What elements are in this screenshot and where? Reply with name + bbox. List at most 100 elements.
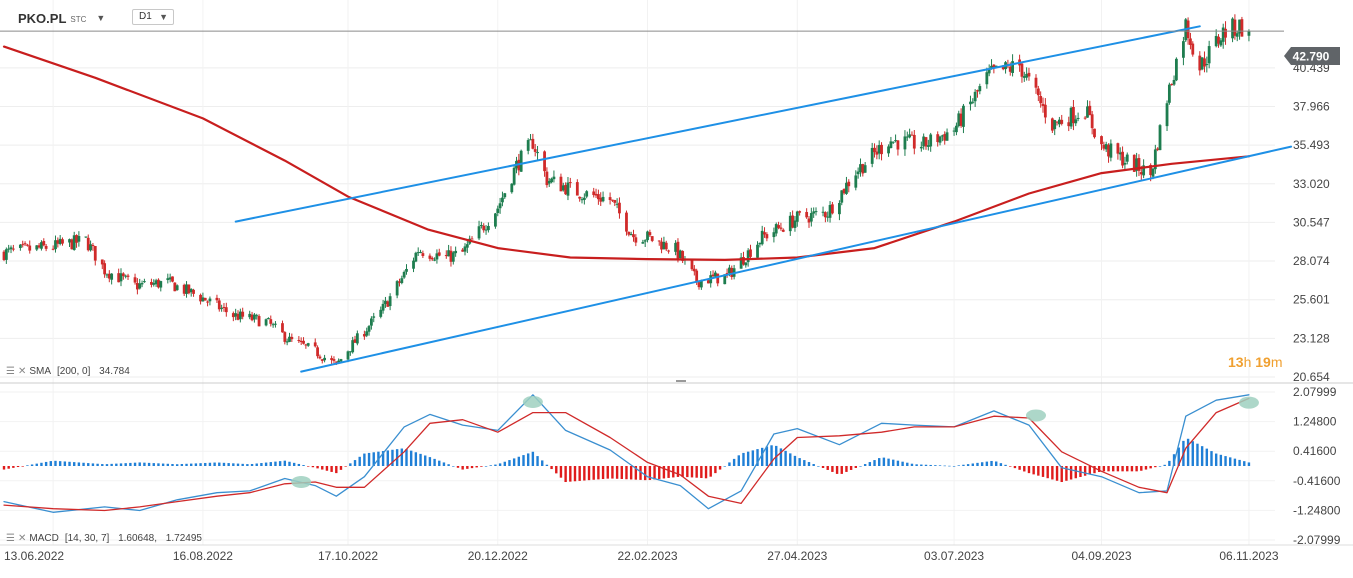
- candle-body: [117, 273, 121, 283]
- candle-body: [1198, 55, 1202, 71]
- candle-body: [58, 238, 62, 245]
- candle-body: [89, 244, 92, 251]
- macd-histogram-bar: [526, 453, 530, 466]
- menu-icon[interactable]: ☰: [6, 366, 15, 377]
- timeframe-dropdown-icon[interactable]: ▼: [159, 12, 168, 22]
- candle-body: [463, 246, 467, 252]
- candle-body: [809, 213, 813, 222]
- macd-histogram-bar: [166, 463, 170, 466]
- candle-body: [828, 205, 832, 218]
- macd-histogram-bar: [311, 466, 315, 468]
- candle-body: [723, 274, 727, 285]
- macd-histogram-bar: [1168, 460, 1171, 466]
- macd-histogram-bar: [863, 464, 867, 466]
- macd-histogram-bar: [494, 464, 497, 466]
- candle-body: [936, 134, 940, 143]
- macd-histogram-bar: [1032, 466, 1035, 475]
- sma-series[interactable]: [2, 45, 1251, 261]
- candle-body: [124, 275, 128, 277]
- macd-histogram-bar: [236, 463, 240, 466]
- symbol-selector[interactable]: PKO.PL STC ▼: [18, 8, 105, 28]
- candle-body: [54, 240, 57, 250]
- macd-histogram-bar: [643, 466, 647, 481]
- macd-histogram-bar: [171, 463, 174, 466]
- candle-body: [1170, 84, 1174, 86]
- macd-histogram-bar: [96, 463, 99, 466]
- candle-body: [201, 297, 205, 302]
- candle-body: [711, 274, 715, 277]
- candle-body: [550, 178, 553, 183]
- macd-histogram-bar: [779, 448, 783, 466]
- macd-histogram-bar: [1074, 466, 1077, 479]
- candle-body: [313, 342, 317, 347]
- candle-body: [690, 259, 694, 270]
- candle-body: [208, 298, 212, 302]
- candle-body: [575, 182, 579, 196]
- macd-histogram-bar: [765, 446, 769, 466]
- macd-histogram-bar: [1013, 466, 1017, 469]
- trendlines[interactable]: [234, 25, 1293, 373]
- candle-body: [119, 273, 123, 282]
- macd-histogram-bar: [639, 466, 642, 480]
- candle-body: [943, 134, 947, 141]
- macd-y-tick-label: 1.24800: [1293, 415, 1337, 429]
- candle-body: [945, 132, 949, 141]
- candlestick-series[interactable]: [2, 14, 1251, 366]
- macd-histogram[interactable]: [2, 438, 1251, 483]
- macd-line: [3, 394, 1250, 513]
- symbol-dropdown-icon[interactable]: ▼: [96, 13, 106, 23]
- macd-histogram-bar: [386, 450, 389, 466]
- timeframe-select[interactable]: D1 ▼: [132, 9, 174, 25]
- pane-separator: [0, 380, 1353, 546]
- candle-body: [61, 239, 64, 244]
- macd-histogram-bar: [676, 466, 680, 477]
- candle-body: [154, 280, 158, 285]
- macd-histogram-bar: [278, 461, 282, 466]
- macd-histogram-bar: [995, 461, 998, 466]
- candle-body: [692, 268, 696, 272]
- candle-body: [765, 234, 769, 239]
- candle-body: [629, 234, 633, 236]
- candle-body: [7, 248, 11, 250]
- macd-histogram-bar: [1144, 466, 1148, 470]
- macd-histogram-bar: [1083, 466, 1087, 476]
- candle-body: [217, 300, 221, 310]
- candle-body: [1153, 149, 1157, 170]
- macd-histogram-bar: [1018, 466, 1021, 470]
- macd-histogram-bar: [1004, 464, 1007, 466]
- macd-histogram-bar: [1088, 466, 1092, 475]
- candle-body: [267, 318, 270, 320]
- close-icon[interactable]: ✕: [17, 366, 27, 377]
- close-icon[interactable]: ✕: [17, 533, 27, 544]
- macd-histogram-bar: [1219, 454, 1223, 466]
- candle-body: [987, 68, 991, 74]
- macd-histogram-bar: [737, 455, 740, 466]
- candle-body: [613, 200, 617, 203]
- candle-body: [1020, 63, 1024, 77]
- macd-histogram-bar: [152, 463, 155, 466]
- candle-body: [135, 283, 139, 290]
- macd-histogram-bar: [428, 457, 432, 466]
- candle-body: [962, 105, 965, 127]
- signal-line: [3, 397, 1250, 512]
- menu-icon[interactable]: ☰: [6, 533, 15, 544]
- sma-params: [200, 0]: [57, 366, 91, 377]
- candle-body: [924, 137, 928, 147]
- macd-histogram-bar: [119, 463, 123, 466]
- candle-body: [1050, 118, 1054, 131]
- macd-histogram-bar: [133, 462, 137, 466]
- macd-histogram-bar: [288, 461, 291, 466]
- macd-histogram-bar: [882, 457, 886, 466]
- macd-histogram-bar: [915, 464, 918, 466]
- macd-lines[interactable]: [3, 394, 1250, 513]
- macd-histogram-bar: [30, 464, 34, 466]
- candle-body: [252, 314, 256, 320]
- candle-body: [905, 136, 909, 138]
- macd-histogram-bar: [807, 462, 811, 466]
- candle-body: [545, 171, 549, 186]
- candle-body: [346, 351, 350, 360]
- macd-histogram-bar: [662, 466, 666, 479]
- macd-y-tick-label: 2.07999: [1293, 385, 1337, 399]
- candle-body: [1221, 27, 1225, 42]
- candle-body: [330, 358, 334, 361]
